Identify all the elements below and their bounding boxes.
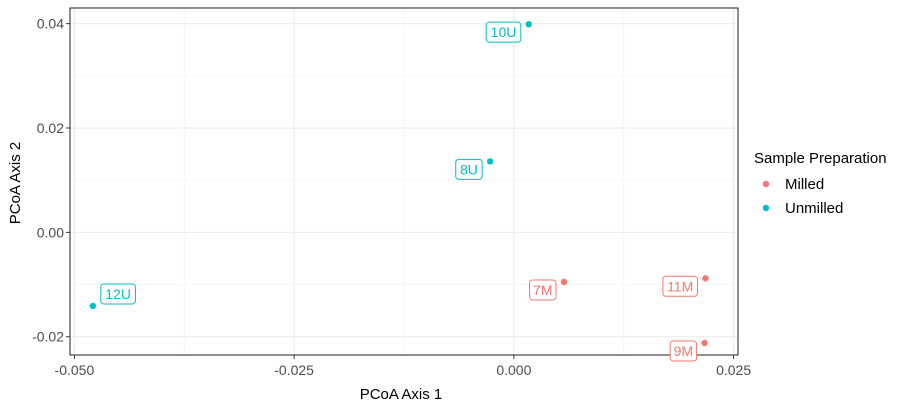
y-tick-label: 0.02 [37, 120, 64, 136]
point-label-box [669, 340, 698, 362]
data-point [701, 339, 708, 347]
point-label: 8U [460, 161, 478, 177]
data-point [89, 302, 97, 310]
x-axis: -0.050 -0.025 0.000 0.025 [55, 355, 751, 378]
plot-panel [69, 7, 739, 356]
legend-label: Unmilled [785, 200, 843, 217]
point-label: 12U [105, 286, 131, 302]
y-tick-label: 0.04 [37, 16, 64, 32]
data-point [525, 20, 533, 28]
point-label-box [485, 21, 522, 43]
point-label-box [529, 279, 557, 301]
data-point [702, 275, 709, 282]
legend-label: Milled [785, 176, 824, 193]
point-label: 9M [674, 343, 693, 359]
y-axis-title: PCoA Axis 2 [7, 142, 24, 225]
point-label: 11M [667, 278, 693, 294]
legend-key [762, 180, 770, 188]
point-label-box [662, 275, 698, 297]
x-tick-label: 0.025 [716, 362, 751, 378]
legend-title: Sample Preparation [754, 150, 887, 167]
points-layer: 7M 11M 9M 10U 8U 12U [89, 20, 709, 362]
y-tick-label: 0.00 [37, 224, 64, 240]
panel-border [69, 7, 739, 356]
x-tick-label: -0.025 [274, 362, 314, 378]
point-label: 7M [533, 282, 552, 298]
x-tick-label: -0.050 [55, 362, 95, 378]
legend: Sample Preparation Milled Unmilled [754, 150, 887, 217]
x-tick-label: 0.000 [496, 362, 531, 378]
x-axis-title: PCoA Axis 1 [360, 386, 443, 403]
data-point [560, 278, 568, 286]
legend-key [762, 204, 770, 212]
data-point [486, 158, 494, 165]
y-tick-label: -0.02 [32, 329, 64, 345]
y-axis: -0.02 0.00 0.02 0.04 [32, 16, 70, 345]
point-label: 10U [491, 24, 517, 40]
point-label-box [455, 158, 483, 180]
point-label-box [100, 283, 136, 305]
